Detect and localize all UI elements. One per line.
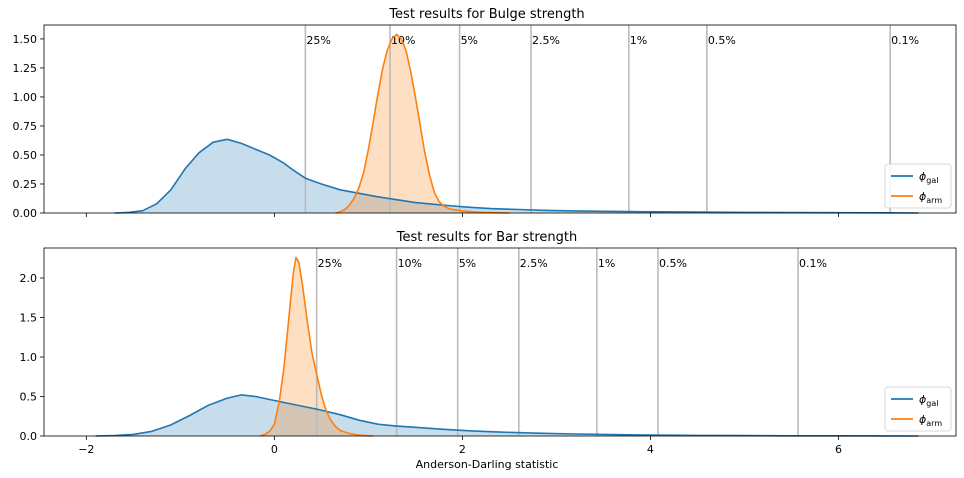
density-fill-arm: [260, 257, 374, 436]
x-tick-label: −2: [78, 443, 94, 456]
y-axis: 0.00 0.25 0.50 0.75 1.00 1.25 1.50: [13, 33, 44, 220]
y-tick-label: 0.25: [13, 178, 38, 191]
significance-label: 5%: [461, 34, 478, 47]
density-fill-gal: [95, 394, 919, 436]
significance-lines: 25% 10% 5% 2.5% 1% 0.5% 0.1%: [315, 248, 827, 436]
significance-label: 1%: [598, 257, 615, 270]
plot-frame: [43, 24, 957, 214]
plot-frame: [43, 247, 957, 437]
significance-label: 5%: [459, 257, 476, 270]
y-axis: 0.0 0.5 1.0 1.5 2.0: [20, 272, 44, 443]
density-curve-arm: [259, 256, 374, 437]
legend-label: ϕarm: [919, 413, 942, 428]
y-tick-label: 2.0: [20, 272, 38, 285]
y-tick-label: 1.00: [13, 91, 38, 104]
y-tick-label: 0.75: [13, 120, 38, 133]
x-tick-label: 4: [647, 443, 654, 456]
x-tick-label: 0: [271, 443, 278, 456]
significance-label: 0.5%: [708, 34, 736, 47]
significance-label: 10%: [391, 34, 415, 47]
y-tick-label: 1.5: [20, 312, 38, 325]
x-tick-label: 6: [835, 443, 842, 456]
significance-label: 0.1%: [891, 34, 919, 47]
legend-label: ϕarm: [919, 190, 942, 205]
density-curve-arm: [335, 33, 510, 214]
bar-strength-panel: Test results for Bar strength 25% 10% 5% 2.…: [20, 230, 957, 471]
density-curves: [95, 256, 919, 437]
significance-label: 2.5%: [520, 257, 548, 270]
density-curves: [114, 33, 919, 214]
x-axis-label: Anderson-Darling statistic: [416, 458, 559, 471]
significance-label: 1%: [630, 34, 647, 47]
significance-label: 10%: [398, 257, 422, 270]
y-tick-label: 0.5: [20, 391, 38, 404]
significance-label: 25%: [306, 34, 330, 47]
significance-label: 2.5%: [532, 34, 560, 47]
significance-lines: 25% 10% 5% 2.5% 1% 0.5% 0.1%: [304, 25, 919, 213]
significance-label: 0.1%: [799, 257, 827, 270]
density-curve-gal: [95, 394, 919, 437]
y-tick-label: 0.50: [13, 149, 38, 162]
legend: ϕgal ϕarm: [884, 163, 952, 209]
density-fills: [114, 34, 919, 213]
density-fills: [95, 257, 919, 436]
legend: ϕgal ϕarm: [884, 386, 952, 432]
y-tick-label: 1.50: [13, 33, 38, 46]
density-curve-gal: [114, 138, 919, 214]
legend-label: ϕgal: [919, 393, 938, 408]
legend-box: [884, 386, 952, 432]
y-tick-label: 0.00: [13, 207, 38, 220]
y-tick-label: 1.0: [20, 351, 38, 364]
significance-label: 0.5%: [659, 257, 687, 270]
y-tick-label: 1.25: [13, 62, 38, 75]
legend-label: ϕgal: [919, 170, 938, 185]
density-fill-arm: [335, 34, 510, 213]
x-axis: −2 0 2 4 6: [78, 436, 842, 456]
panel-title: Test results for Bar strength: [396, 230, 578, 245]
density-fill-gal: [114, 139, 919, 213]
significance-label: 25%: [318, 257, 342, 270]
x-tick-label: 2: [459, 443, 466, 456]
x-axis: [85, 213, 839, 217]
panel-title: Test results for Bulge strength: [388, 7, 584, 22]
bulge-strength-panel: Test results for Bulge strength 25% 10% 5%…: [13, 7, 957, 220]
y-tick-label: 0.0: [20, 430, 38, 443]
legend-box: [884, 163, 952, 209]
